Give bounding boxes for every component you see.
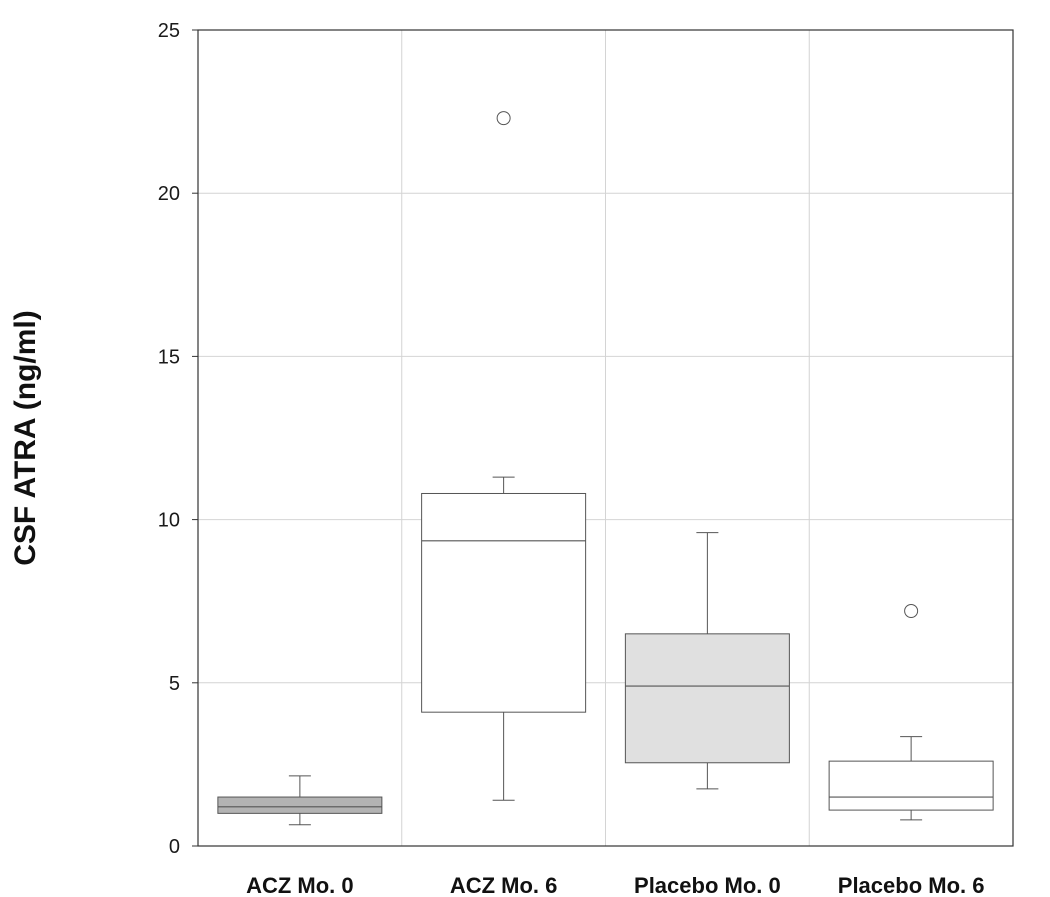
outlier-point	[904, 603, 919, 618]
boxes-layer	[217, 111, 994, 826]
y-tick-label: 10	[158, 510, 180, 532]
grid-layer	[198, 30, 1013, 846]
outlier-point	[496, 111, 511, 126]
y-tick-label: 0	[169, 836, 180, 858]
y-tick-label: 25	[158, 20, 180, 42]
x-category-label: ACZ Mo. 6	[450, 873, 558, 897]
box-group	[217, 775, 383, 826]
x-category-label: Placebo Mo. 6	[838, 873, 985, 897]
y-axis: 0 5 10 15 20 25	[158, 20, 198, 858]
y-tick-label: 15	[158, 346, 180, 368]
box-iqr	[624, 633, 790, 764]
y-tick-label: 20	[158, 183, 180, 205]
box-group	[828, 603, 994, 821]
x-category-label: ACZ Mo. 0	[246, 873, 354, 897]
x-category-label: Placebo Mo. 0	[634, 873, 781, 897]
x-axis: ACZ Mo. 0 ACZ Mo. 6 Placebo Mo. 0 Placebo M…	[246, 873, 984, 897]
y-axis-title: CSF ATRA (ng/ml)	[9, 310, 42, 566]
box-group	[624, 532, 790, 790]
box-iqr	[217, 796, 383, 814]
plot-area-frame	[197, 29, 1014, 847]
y-tick-label: 5	[169, 673, 180, 695]
box-iqr	[828, 760, 994, 811]
box-group	[421, 111, 587, 801]
box-iqr	[421, 492, 587, 713]
